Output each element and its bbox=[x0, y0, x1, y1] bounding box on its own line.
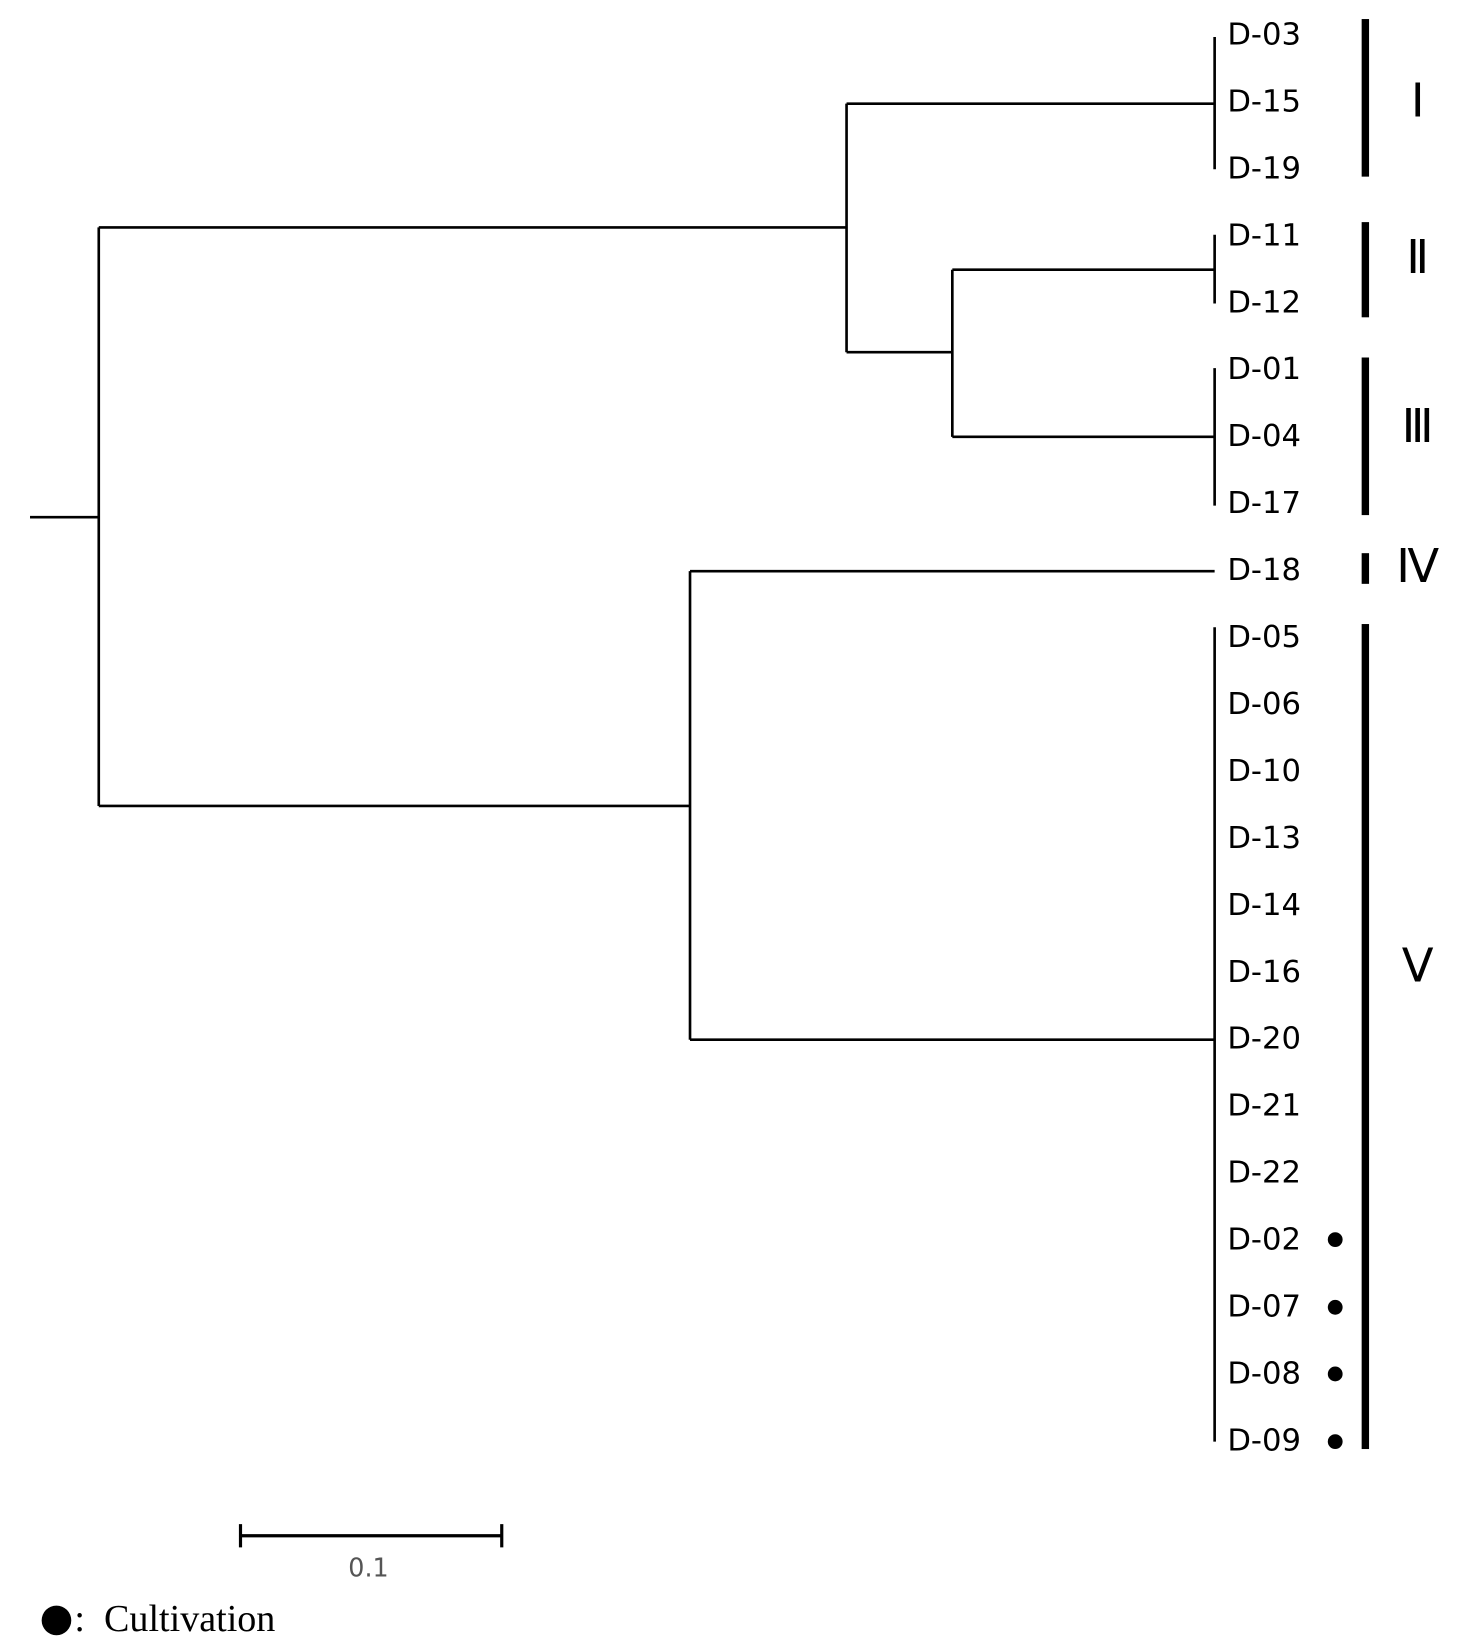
leaf-label: D-09 bbox=[1227, 1423, 1301, 1458]
legend-separator: : bbox=[74, 1598, 85, 1640]
branch bbox=[30, 102, 1215, 1042]
leaf-label: D-06 bbox=[1227, 687, 1301, 722]
leaf-label: D-15 bbox=[1227, 84, 1301, 119]
leaf-label: D-13 bbox=[1227, 821, 1301, 856]
leaf-label: D-18 bbox=[1227, 553, 1301, 588]
legend-marker bbox=[41, 1605, 72, 1636]
labels: D-03 D-15 D-19 D-11 D-12 D-01 D-04 D-17 D-18 D-05… bbox=[1227, 17, 1439, 1458]
leaf-label: D-14 bbox=[1227, 888, 1301, 923]
leaf-label: D-11 bbox=[1227, 218, 1301, 253]
scale-bar: 0.1 bbox=[238, 1524, 504, 1583]
leaf-label: D-01 bbox=[1227, 352, 1301, 387]
group-bar bbox=[1361, 222, 1370, 318]
leaf-label: D-19 bbox=[1227, 151, 1301, 186]
leaf-label: D-20 bbox=[1227, 1022, 1301, 1057]
leaf-label: D-08 bbox=[1227, 1357, 1301, 1392]
group-bar bbox=[1361, 19, 1370, 177]
group-label: Ⅴ bbox=[1402, 942, 1434, 993]
leaf-label: D-16 bbox=[1227, 955, 1301, 990]
leaf-label: D-02 bbox=[1227, 1223, 1301, 1258]
cultivation-dot bbox=[1327, 1299, 1343, 1315]
group-bar bbox=[1361, 624, 1370, 1450]
scale-line bbox=[238, 1524, 504, 1548]
cultivation-markers bbox=[1327, 1232, 1343, 1450]
group-bars bbox=[1361, 19, 1370, 1450]
leaf-label: D-12 bbox=[1227, 285, 1301, 320]
leaf-label: D-05 bbox=[1227, 620, 1301, 655]
leaf-label: D-03 bbox=[1227, 17, 1301, 52]
leaf-label: D-10 bbox=[1227, 754, 1301, 789]
scale-label: 0.1 bbox=[348, 1553, 388, 1583]
cultivation-dot bbox=[1327, 1434, 1343, 1450]
group-bar bbox=[1361, 357, 1370, 516]
group-label: Ⅲ bbox=[1402, 402, 1434, 453]
legend-label: Cultivation bbox=[104, 1598, 275, 1640]
leaf-label: D-07 bbox=[1227, 1290, 1301, 1325]
leaf-label: D-17 bbox=[1227, 486, 1301, 521]
group-bar bbox=[1361, 553, 1370, 584]
group-label: Ⅳ bbox=[1396, 542, 1439, 593]
cultivation-dot bbox=[1327, 1366, 1343, 1382]
cultivation-dot bbox=[1327, 1232, 1343, 1248]
group-label: Ⅱ bbox=[1406, 233, 1429, 284]
leaf-label: D-22 bbox=[1227, 1156, 1301, 1191]
leaf-label: D-21 bbox=[1227, 1089, 1301, 1124]
legend: : Cultivation bbox=[41, 1598, 275, 1640]
tree-branches bbox=[30, 37, 1216, 1442]
group-label: Ⅰ bbox=[1411, 76, 1425, 127]
leaf-label: D-04 bbox=[1227, 419, 1301, 454]
